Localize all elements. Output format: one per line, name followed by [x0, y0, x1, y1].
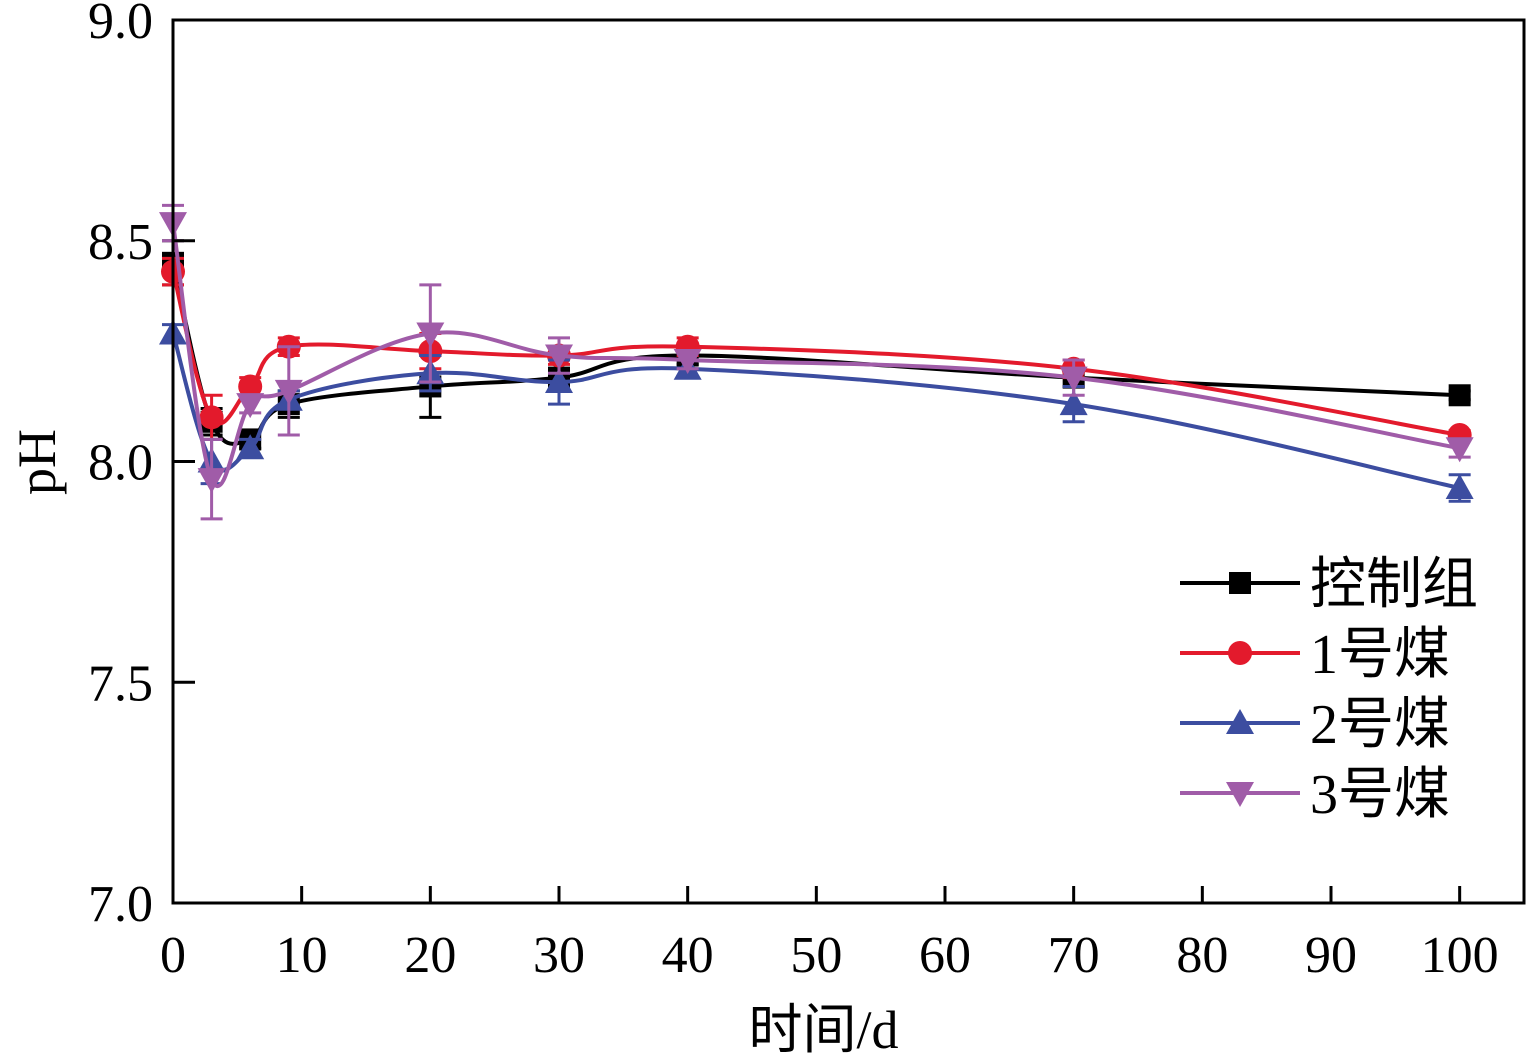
marker-triangle-down — [673, 348, 702, 374]
marker-circle — [238, 374, 263, 399]
marker-triangle-up — [1445, 473, 1474, 499]
marker-triangle-down — [1445, 437, 1474, 463]
x-tick-label: 60 — [919, 927, 971, 984]
series-3 — [159, 203, 1474, 521]
marker-circle — [1228, 641, 1252, 665]
legend-item-2: 2号煤 — [1180, 694, 1450, 756]
series-1 — [161, 256, 1472, 448]
marker-square — [1229, 572, 1251, 594]
marker-triangle-up — [1059, 390, 1088, 416]
y-tick-label: 7.5 — [88, 655, 153, 712]
marker-triangle-down — [236, 393, 265, 419]
marker-triangle-up — [545, 368, 573, 394]
legend-label: 2号煤 — [1310, 694, 1450, 756]
x-tick-label: 70 — [1048, 927, 1100, 984]
plot-area — [159, 203, 1474, 521]
marker-triangle-down — [197, 468, 226, 494]
y-tick-label: 7.0 — [88, 876, 153, 933]
marker-square — [1448, 384, 1471, 407]
legend-item-0: 控制组 — [1180, 554, 1478, 616]
marker-triangle-down — [545, 344, 573, 370]
series-line — [171, 222, 1461, 489]
y-axis-title: pH — [7, 429, 67, 495]
x-tick-label: 80 — [1176, 927, 1228, 984]
y-tick-label: 9.0 — [88, 0, 153, 50]
y-tick-label: 8.5 — [88, 214, 153, 271]
marker-triangle-up — [1226, 709, 1254, 734]
y-tick-label: 8.0 — [88, 435, 153, 492]
x-tick-label: 10 — [276, 927, 328, 984]
legend-item-1: 1号煤 — [1180, 624, 1450, 686]
marker-triangle-down — [1226, 782, 1254, 807]
marker-triangle-down — [416, 322, 445, 348]
x-tick-label: 50 — [790, 927, 842, 984]
x-tick-label: 0 — [160, 927, 186, 984]
axes: 0 10 20 30 40 50 60 70 80 90 100 7.0 7.5 8.0 8.5 9.0 — [88, 0, 1526, 984]
marker-circle — [199, 405, 224, 430]
x-tick-label: 100 — [1421, 927, 1499, 984]
x-axis-title: 时间/d — [748, 1000, 898, 1058]
marker-triangle-down — [1059, 366, 1088, 392]
marker-triangle-down — [274, 379, 303, 405]
x-tick-label: 20 — [404, 927, 456, 984]
x-tick-label: 90 — [1305, 927, 1357, 984]
legend-label: 1号煤 — [1310, 624, 1450, 686]
marker-triangle-up — [236, 434, 265, 460]
legend-item-3: 3号煤 — [1180, 764, 1450, 826]
legend-label: 控制组 — [1310, 554, 1478, 616]
legend-label: 3号煤 — [1310, 764, 1450, 826]
x-tick-label: 30 — [533, 927, 585, 984]
legend: 控制组 1号煤 2号煤 3号煤 — [1180, 554, 1478, 826]
x-tick-label: 40 — [662, 927, 714, 984]
